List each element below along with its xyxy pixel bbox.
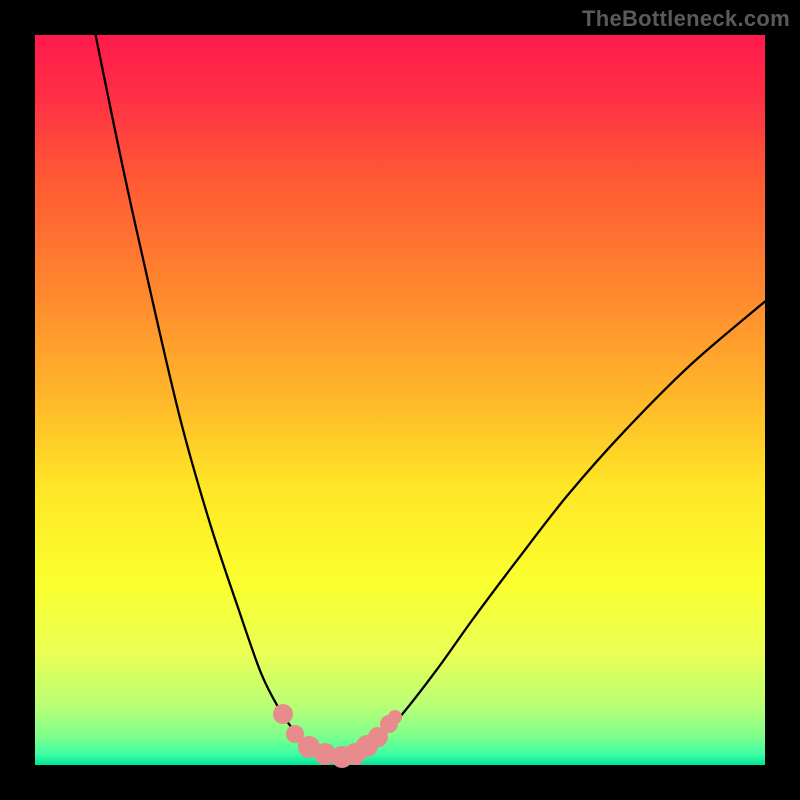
markers-layer	[35, 35, 765, 765]
watermark: TheBottleneck.com	[582, 6, 790, 32]
plot-area	[35, 35, 765, 765]
canvas: TheBottleneck.com	[0, 0, 800, 800]
marker-dot	[273, 704, 293, 724]
marker-dot	[388, 710, 402, 724]
